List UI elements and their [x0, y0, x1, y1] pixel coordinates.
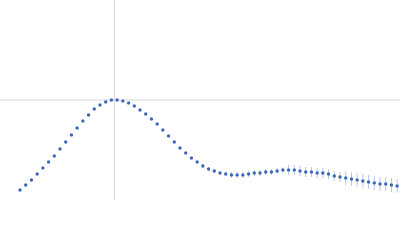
data-point: [18, 188, 22, 192]
data-point: [86, 113, 91, 117]
data-point: [161, 128, 165, 132]
data-point: [75, 126, 79, 130]
data-point: [64, 140, 68, 144]
data-point: [172, 140, 176, 144]
data-point: [315, 171, 319, 175]
data-point: [98, 103, 102, 107]
data-point: [338, 175, 342, 179]
data-point: [321, 171, 325, 175]
data-point: [286, 168, 291, 172]
data-point: [184, 151, 188, 155]
chart: [0, 0, 400, 200]
data-point: [349, 177, 354, 181]
data-point: [298, 169, 302, 173]
data-point: [189, 156, 194, 160]
data-point: [201, 164, 205, 168]
data-point: [178, 146, 182, 150]
data-point: [109, 98, 114, 102]
data-point: [121, 99, 125, 103]
data-point: [361, 179, 365, 183]
data-point: [29, 178, 34, 182]
data-point: [69, 133, 74, 137]
data-point: [41, 166, 45, 170]
data-point: [212, 169, 216, 173]
data-point: [246, 172, 251, 176]
data-point: [218, 171, 222, 175]
data-point: [235, 173, 239, 177]
data-point: [126, 101, 131, 105]
data-point: [24, 183, 28, 187]
data-point: [344, 176, 348, 180]
data-point: [115, 98, 119, 102]
data-point: [155, 122, 159, 126]
data-point: [58, 147, 62, 151]
data-point: [35, 172, 39, 176]
data-point: [92, 107, 96, 111]
data-point: [195, 160, 199, 164]
data-point: [309, 170, 314, 174]
data-point: [138, 108, 142, 112]
data-point: [252, 171, 256, 175]
data-point: [81, 119, 85, 123]
data-point: [384, 182, 388, 186]
data-point: [395, 184, 399, 188]
data-point: [332, 174, 336, 178]
data-point: [166, 134, 171, 138]
data-point: [229, 173, 234, 177]
data-point: [144, 112, 148, 116]
data-point: [304, 170, 308, 174]
data-point: [389, 183, 394, 187]
data-point: [149, 117, 154, 121]
data-point: [132, 104, 136, 108]
data-point: [241, 173, 245, 177]
data-point: [46, 160, 51, 164]
data-point: [206, 167, 211, 171]
data-point: [378, 182, 382, 186]
data-point: [366, 180, 371, 184]
data-point: [52, 154, 56, 158]
data-point: [372, 181, 376, 185]
data-point: [258, 171, 262, 175]
data-point: [292, 168, 296, 172]
data-point: [355, 178, 359, 182]
data-point: [326, 172, 331, 176]
data-point: [275, 169, 279, 173]
data-point: [281, 168, 285, 172]
data-point: [104, 100, 108, 104]
data-point: [224, 172, 228, 176]
data-point: [269, 170, 274, 174]
data-point: [264, 170, 268, 174]
